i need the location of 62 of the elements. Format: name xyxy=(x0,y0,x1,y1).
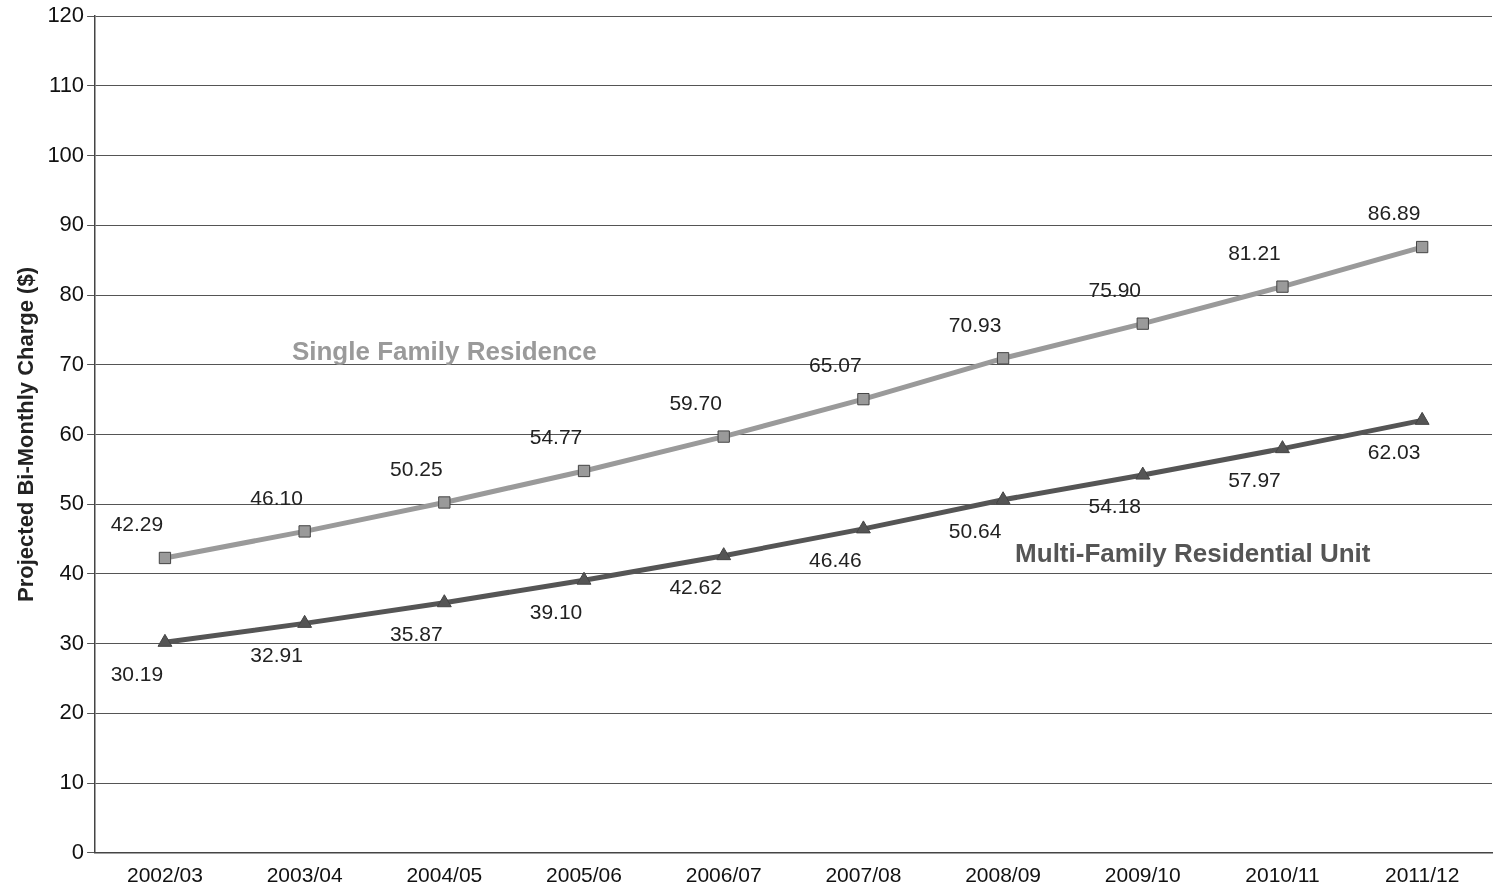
y-tick-label: 110 xyxy=(49,71,85,97)
y-tick-label: 30 xyxy=(59,629,85,655)
data-label: 30.19 xyxy=(110,661,164,685)
point xyxy=(1414,411,1430,425)
data-label: 59.70 xyxy=(669,390,722,414)
point xyxy=(857,393,870,406)
data-label: 86.89 xyxy=(1367,201,1421,225)
x-tick-label: 2011/12 xyxy=(1384,863,1460,887)
point xyxy=(576,571,592,585)
x-tick-label: 2009/10 xyxy=(1104,863,1181,887)
point xyxy=(438,496,451,509)
x-tick-label: 2002/03 xyxy=(126,863,203,887)
data-label: 62.03 xyxy=(1367,439,1421,463)
point xyxy=(995,491,1011,505)
point xyxy=(1135,466,1151,480)
data-label: 32.91 xyxy=(250,642,303,666)
x-tick-label: 2007/08 xyxy=(825,863,902,887)
y-tick-label: 10 xyxy=(59,769,85,795)
y-tick-label: 50 xyxy=(59,490,85,516)
data-label: 81.21 xyxy=(1228,240,1281,264)
data-label: 57.97 xyxy=(1228,467,1281,491)
y-tick-label: 20 xyxy=(59,699,85,725)
y-tick-label: 90 xyxy=(59,211,85,237)
x-tick-label: 2004/05 xyxy=(406,863,483,887)
point xyxy=(157,633,173,647)
x-tick-label: 2005/06 xyxy=(546,863,622,887)
point xyxy=(996,352,1010,365)
data-label: 50.25 xyxy=(390,456,443,480)
x-tick-label: 2006/07 xyxy=(685,863,762,887)
point xyxy=(1276,280,1289,293)
series-label: Multi-Family Residential Unit xyxy=(1015,538,1371,569)
data-label: 35.87 xyxy=(390,622,443,646)
y-tick-label: 70 xyxy=(59,350,85,376)
point xyxy=(717,430,730,443)
data-label: 46.10 xyxy=(250,485,303,509)
y-tick-label: 100 xyxy=(47,141,85,167)
point xyxy=(716,547,732,561)
data-label: 39.10 xyxy=(529,599,583,623)
y-tick-label: 60 xyxy=(59,420,85,446)
point xyxy=(1136,317,1149,330)
data-label: 70.93 xyxy=(948,312,1002,336)
data-label: 42.62 xyxy=(669,574,722,598)
y-axis-title: Projected Bi-Monthly Charge ($) xyxy=(13,267,39,602)
point xyxy=(1416,240,1429,254)
point xyxy=(855,520,871,534)
y-tick-label: 80 xyxy=(59,281,85,307)
point xyxy=(577,464,591,478)
y-tick-label: 120 xyxy=(47,2,85,28)
point xyxy=(436,594,452,608)
y-tick-label: 40 xyxy=(59,560,85,585)
x-tick-label: 2008/09 xyxy=(965,863,1042,887)
point xyxy=(298,525,311,538)
x-tick-label: 2003/04 xyxy=(266,863,343,887)
text: Single Family Residence xyxy=(291,335,597,366)
data-label: 42.29 xyxy=(110,512,164,536)
point xyxy=(158,551,172,565)
y-tick-label: 0 xyxy=(71,838,85,864)
x-tick-label: 2010/11 xyxy=(1245,863,1320,887)
point xyxy=(1275,440,1290,454)
data-label: 46.46 xyxy=(809,548,862,572)
data-label: 50.64 xyxy=(948,519,1002,543)
point xyxy=(297,614,313,628)
